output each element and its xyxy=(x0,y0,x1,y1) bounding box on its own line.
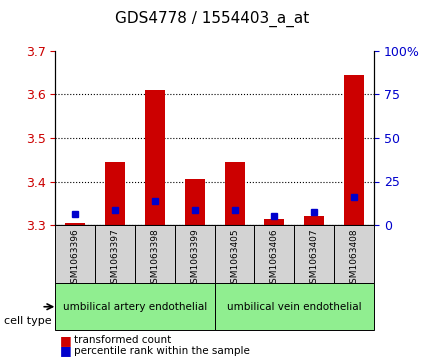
FancyBboxPatch shape xyxy=(95,225,135,283)
Text: umbilical vein endothelial: umbilical vein endothelial xyxy=(227,302,362,312)
Text: GSM1063407: GSM1063407 xyxy=(310,228,319,289)
Text: percentile rank within the sample: percentile rank within the sample xyxy=(74,346,250,356)
Text: GSM1063399: GSM1063399 xyxy=(190,228,199,289)
Text: umbilical artery endothelial: umbilical artery endothelial xyxy=(63,302,207,312)
Bar xyxy=(224,162,244,225)
Bar xyxy=(344,75,364,225)
Text: GSM1063406: GSM1063406 xyxy=(270,228,279,289)
Bar xyxy=(145,90,165,225)
Bar xyxy=(185,179,205,225)
FancyBboxPatch shape xyxy=(215,225,255,283)
FancyBboxPatch shape xyxy=(294,225,334,283)
FancyBboxPatch shape xyxy=(334,225,374,283)
Text: GSM1063396: GSM1063396 xyxy=(71,228,79,289)
Text: ■: ■ xyxy=(60,344,71,358)
FancyBboxPatch shape xyxy=(215,283,374,330)
FancyBboxPatch shape xyxy=(175,225,215,283)
Text: transformed count: transformed count xyxy=(74,335,172,346)
FancyBboxPatch shape xyxy=(135,225,175,283)
Bar xyxy=(105,162,125,225)
FancyBboxPatch shape xyxy=(55,283,215,330)
Text: cell type: cell type xyxy=(4,316,52,326)
FancyBboxPatch shape xyxy=(55,225,95,283)
Text: GSM1063408: GSM1063408 xyxy=(350,228,359,289)
Text: ■: ■ xyxy=(60,334,71,347)
Text: GDS4778 / 1554403_a_at: GDS4778 / 1554403_a_at xyxy=(115,11,310,27)
Bar xyxy=(304,216,324,225)
Bar xyxy=(65,223,85,225)
Text: GSM1063405: GSM1063405 xyxy=(230,228,239,289)
FancyBboxPatch shape xyxy=(255,225,294,283)
Text: GSM1063398: GSM1063398 xyxy=(150,228,159,289)
Bar xyxy=(264,219,284,225)
Text: GSM1063397: GSM1063397 xyxy=(110,228,119,289)
